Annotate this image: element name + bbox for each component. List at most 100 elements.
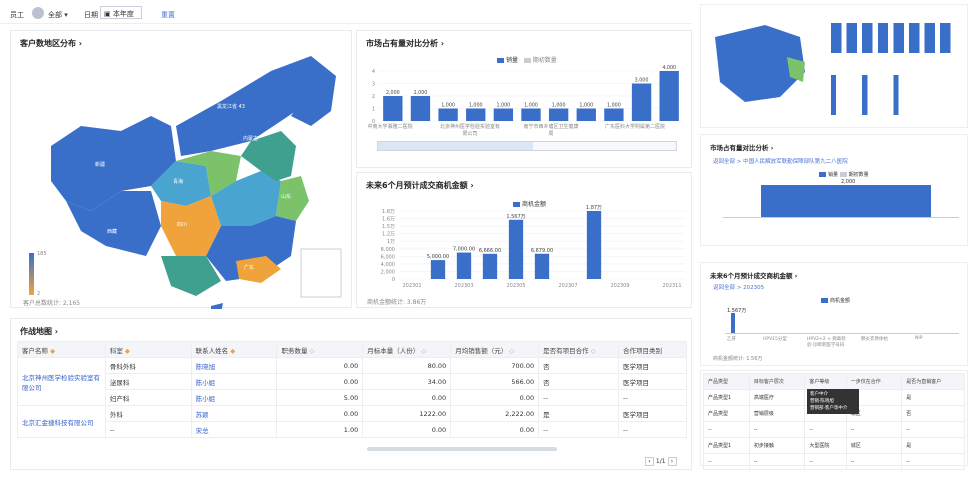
- next-page-button[interactable]: ›: [667, 457, 677, 466]
- bar[interactable]: [456, 252, 472, 279]
- bar[interactable]: [659, 71, 679, 121]
- side-market-card: 市场占有量对比分析 › 返回全部 > 中国人民解放军联勤保障部队第九二八医院 销…: [700, 134, 968, 246]
- market-zoom-slider[interactable]: [377, 141, 677, 151]
- contact-cell[interactable]: 苏颖: [190, 405, 278, 422]
- table-row[interactable]: 北京神州医学检验实验室有限公司 骨科外科 陈晓旭 0.00 80.00 700.…: [17, 357, 687, 406]
- col-header-sales[interactable]: 月均销售额（元） ◇: [450, 341, 540, 358]
- side-market-title[interactable]: 市场占有量对比分析 ›: [710, 144, 774, 152]
- side-forecast-title[interactable]: 未来6个月预计成交商机金额 ›: [710, 272, 798, 280]
- x-tick-label: 202301: [402, 283, 421, 289]
- side-table-row[interactable]: 产品类型1 初步接触 大型医院 城区是: [703, 437, 965, 454]
- bar[interactable]: [430, 260, 446, 279]
- forecast-card-title[interactable]: 未来6个月预计成交商机金额 ›: [366, 181, 474, 190]
- china-map[interactable]: [11, 31, 353, 309]
- bar-value-label: 1.567万: [506, 214, 525, 220]
- bar[interactable]: [410, 96, 431, 121]
- side-table-row[interactable]: -- -- -- -- --: [703, 453, 965, 470]
- bar-value-label: 7,000.00: [453, 247, 475, 253]
- contact-cell[interactable]: 宋总: [190, 421, 278, 438]
- prev-page-button[interactable]: ‹: [645, 457, 654, 466]
- y-tick-label: 2,000: [381, 269, 395, 275]
- zoom-slider-window[interactable]: [378, 142, 533, 150]
- side-cell: 营销层级: [748, 405, 806, 422]
- bar[interactable]: [604, 108, 624, 122]
- bar-value-label: 3,000: [635, 78, 649, 84]
- bar[interactable]: [493, 108, 514, 122]
- qty-cell: 0.00: [276, 357, 364, 374]
- map-region-east: [241, 131, 296, 181]
- side-col-header[interactable]: 产品类型: [703, 373, 750, 390]
- date-select-value: 本年度: [112, 10, 134, 18]
- col-header-customer[interactable]: 客户名称 ◆: [17, 341, 106, 358]
- bar[interactable]: [631, 83, 652, 122]
- side-table-row[interactable]: 产品类型 营销层级 城区否: [703, 405, 965, 422]
- customer-cell[interactable]: 北京汇金捷科技有限公司: [17, 405, 106, 438]
- side-forecast-bar[interactable]: [731, 313, 735, 333]
- side-legend-label-opening: 期初数量: [848, 172, 869, 178]
- side-col-header[interactable]: 一步仅在合作: [845, 373, 903, 390]
- bar[interactable]: [576, 108, 596, 122]
- col-header-dept[interactable]: 科室 ◆: [104, 341, 192, 358]
- collab-card-title[interactable]: 作战地图 ›: [20, 327, 59, 336]
- bar[interactable]: [508, 219, 524, 279]
- side-market-bar[interactable]: [761, 185, 931, 217]
- thumbnail-bars: [831, 23, 961, 53]
- col-header-category[interactable]: 合作项目类别: [618, 341, 687, 358]
- col-header-monthly[interactable]: 月标本量（人份） ◇: [362, 341, 452, 358]
- table-row[interactable]: -- 宋总 1.00 0.00 0.00 -- --: [18, 421, 687, 438]
- table-row[interactable]: 妇产科 陈小姐 5.00 0.00 0.00 -- --: [18, 389, 687, 406]
- bar[interactable]: [548, 108, 569, 122]
- bar[interactable]: [438, 108, 458, 122]
- market-x-label-4: 广东医科大学附属第二医院: [605, 124, 666, 130]
- staff-select[interactable]: 全部 ▾: [48, 10, 68, 20]
- contact-cell[interactable]: 陈小姐: [190, 389, 278, 406]
- table-horizontal-scrollbar[interactable]: [367, 447, 557, 451]
- bar[interactable]: [534, 253, 550, 279]
- map-card-title[interactable]: 客户数地区分布 ›: [20, 39, 83, 48]
- category-cell: --: [618, 421, 687, 438]
- bar[interactable]: [466, 108, 486, 122]
- bar[interactable]: [521, 108, 541, 122]
- sales-cell: 0.00: [450, 389, 540, 406]
- market-card-title[interactable]: 市场占有量对比分析 ›: [366, 39, 445, 48]
- x-tick-label: 202311: [662, 283, 681, 289]
- bar[interactable]: [383, 96, 403, 121]
- bar[interactable]: [482, 253, 498, 279]
- collab-card-title-text: 作战地图: [20, 327, 52, 336]
- side-market-breadcrumb[interactable]: 返回全部 > 中国人民解放军联勤保障部队第九二八医院: [713, 159, 848, 165]
- map-card-title-text: 客户数地区分布: [20, 39, 76, 48]
- reset-button[interactable]: 重置: [161, 11, 175, 19]
- legend-item-opening[interactable]: 期初数量: [523, 57, 557, 64]
- col-header-qty[interactable]: 职务数量 ◇: [276, 341, 364, 358]
- side-col-header[interactable]: 客户等级: [804, 373, 847, 390]
- date-select[interactable]: ▣ 本年度: [100, 6, 142, 19]
- category-cell: --: [618, 389, 687, 406]
- side-forecast-x-3: HPV2+2 + 病毒检验·诊断新医学号码: [807, 337, 846, 348]
- customer-cell[interactable]: 北京神州医学检验实验室有限公司: [17, 357, 106, 406]
- side-table-row[interactable]: -- -- -- -- --: [703, 421, 965, 438]
- contact-cell[interactable]: 陈晓旭: [190, 357, 278, 374]
- bar[interactable]: [586, 211, 602, 279]
- map-region-gansu: [176, 151, 241, 196]
- table-row[interactable]: 北京汇金捷科技有限公司 外科 苏颖 0.00 1222.00 2,222.00 …: [17, 405, 687, 438]
- side-forecast-breadcrumb[interactable]: 返回全部 > 202305: [713, 285, 765, 291]
- monthly-cell: 80.00: [362, 357, 452, 374]
- coop-cell: --: [538, 389, 620, 406]
- map-label-shandong: 山东: [281, 194, 292, 200]
- legend-item-sales[interactable]: 销量: [497, 57, 518, 64]
- map-legend-gradient[interactable]: [29, 253, 34, 295]
- side-legend-swatch-opening: [839, 172, 847, 177]
- side-col-header[interactable]: 是否为直销客户: [901, 373, 965, 390]
- side-col-header[interactable]: 目标客户层次: [748, 373, 806, 390]
- side-table-card: 产品类型 目标客户层次 客户等级 一步仅在合作 是否为直销客户 产品类型1 高端医…: [700, 370, 968, 470]
- side-thumbnail[interactable]: [700, 4, 968, 128]
- table-row[interactable]: 泌尿科 陈小姐 0.00 34.00 566.00 否 医学项目: [18, 373, 687, 390]
- forecast-legend[interactable]: 商机金额: [513, 199, 546, 208]
- col-header-contact[interactable]: 联系人姓名 ◆: [190, 341, 278, 358]
- market-bar-chart[interactable]: 0 1 2 3 4 2,000 2,000 1,000 1,000 1,000 1,000 1,000…: [357, 31, 693, 169]
- side-cell: --: [845, 453, 903, 470]
- y-tick-label: 2: [372, 94, 375, 100]
- col-header-coop[interactable]: 是否有项目合作 ◇: [538, 341, 620, 358]
- contact-cell[interactable]: 陈小姐: [190, 373, 278, 390]
